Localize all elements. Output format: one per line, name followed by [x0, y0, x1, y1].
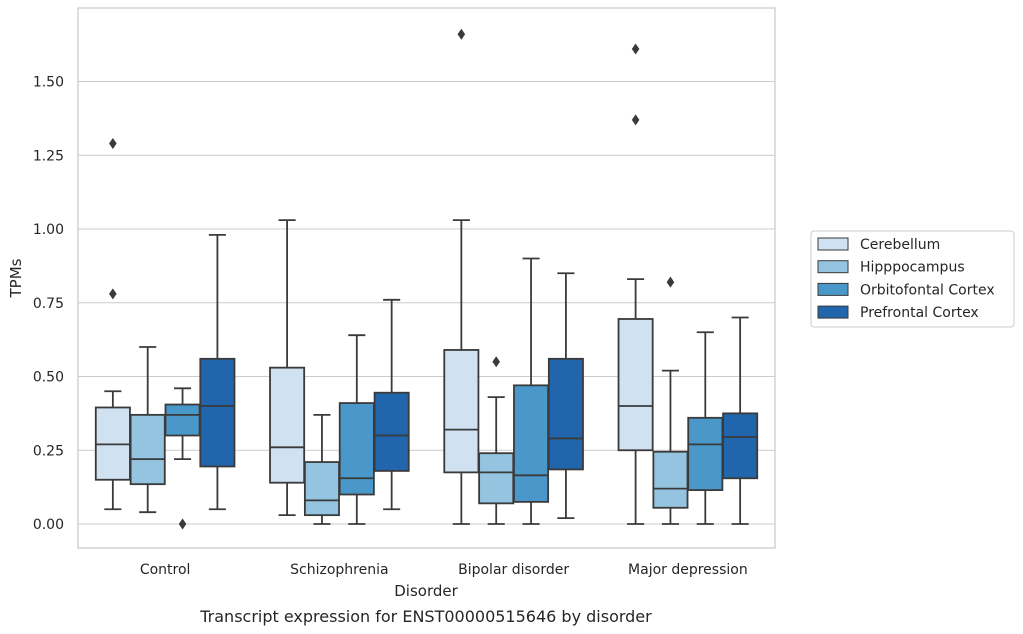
box-groups	[94, 28, 759, 530]
legend-swatch	[817, 305, 849, 319]
box	[373, 391, 410, 472]
outlier-point	[457, 28, 466, 40]
box	[164, 403, 201, 437]
legend-label: Cerebellum	[860, 237, 940, 253]
box	[303, 461, 340, 517]
legend-label: Prefrontal Cortex	[860, 305, 979, 321]
x-tick-label: Control	[140, 562, 191, 578]
box-group	[687, 331, 724, 525]
y-tick-label: 1.25	[33, 148, 64, 164]
box-group	[269, 219, 306, 517]
y-tick-label: 0.00	[33, 517, 64, 533]
legend-swatch	[817, 260, 849, 274]
legend-frame	[810, 230, 1015, 328]
box-group	[303, 413, 340, 525]
x-tick-labels: Control Schizophrenia Bipolar disorder Majo…	[140, 562, 748, 578]
y-tick-label: 1.00	[33, 222, 64, 238]
box	[547, 357, 584, 471]
y-tick-labels: 0.00 0.25 0.50 0.75 1.00 1.25 1.50	[33, 75, 64, 534]
x-tick-label: Bipolar disorder	[458, 562, 569, 578]
box	[652, 450, 689, 509]
figure-caption: Transcript expression for ENST0000051564…	[199, 607, 652, 626]
legend: Cerebellum Hipppocampus Orbitofontal Corte…	[810, 230, 1015, 328]
box-group	[164, 387, 201, 530]
y-tick-label: 0.25	[33, 443, 64, 459]
box	[199, 357, 236, 468]
box	[443, 349, 480, 474]
y-axis-title: TPMs	[7, 258, 25, 298]
box-group	[722, 316, 759, 525]
box-group	[129, 346, 166, 514]
box-group	[617, 43, 654, 525]
box	[617, 318, 654, 452]
outlier-point	[631, 114, 640, 126]
outlier-point	[666, 276, 675, 288]
y-tick-label: 0.75	[33, 296, 64, 312]
plot-frame	[77, 7, 776, 549]
box	[687, 416, 724, 491]
x-tick-label: Schizophrenia	[290, 562, 388, 578]
box	[129, 413, 166, 486]
y-tick-label: 0.50	[33, 370, 64, 386]
outlier-point	[178, 518, 187, 530]
box-group	[513, 257, 550, 525]
outlier-point	[492, 356, 500, 368]
box	[722, 412, 759, 480]
box	[478, 452, 515, 505]
x-axis-title: Disorder	[394, 582, 458, 600]
box-group	[373, 298, 410, 511]
outlier-point	[631, 43, 640, 55]
x-tick-label: Major depression	[628, 562, 748, 578]
y-tick-label: 1.50	[33, 75, 64, 91]
legend-swatch	[817, 282, 849, 296]
box-group	[478, 356, 515, 525]
legend-swatch	[817, 237, 849, 251]
box-group	[547, 272, 584, 519]
box	[338, 402, 375, 496]
box	[513, 384, 550, 503]
box-group	[338, 334, 375, 525]
gridlines	[78, 80, 775, 525]
outlier-point	[109, 288, 117, 300]
box	[269, 366, 306, 484]
box-group	[443, 28, 480, 525]
legend-label: Orbitofontal Cortex	[860, 282, 995, 298]
outlier-point	[109, 137, 117, 149]
box-group	[199, 233, 236, 511]
legend-label: Hipppocampus	[860, 260, 965, 276]
